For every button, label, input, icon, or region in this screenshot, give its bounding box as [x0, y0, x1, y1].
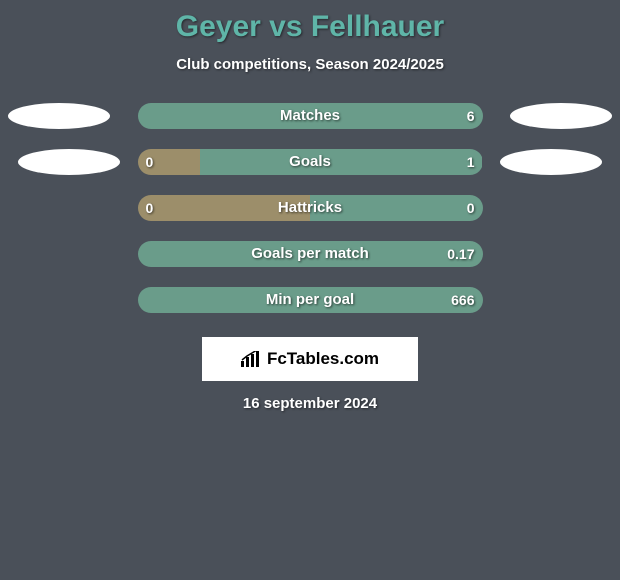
bar-left: [138, 195, 311, 221]
bar-right: [310, 195, 483, 221]
stats-rows-wrapper: Matches6 Goals01 Hattricks00 Goals per matc…: [0, 103, 620, 333]
bar-right: [138, 103, 483, 129]
bar-container: Goals per match0.17: [138, 241, 483, 267]
stat-row: Goals01: [0, 149, 620, 175]
page-title: Geyer vs Fellhauer: [176, 10, 444, 44]
logo-box[interactable]: FcTables.com: [202, 337, 418, 381]
stat-row: Hattricks00: [0, 195, 620, 221]
bar-container: Matches6: [138, 103, 483, 129]
date-text: 16 september 2024: [243, 395, 377, 412]
bar-container: Hattricks00: [138, 195, 483, 221]
bar-right: [200, 149, 483, 175]
stat-row: Matches6: [0, 103, 620, 129]
bar-left: [138, 149, 200, 175]
subtitle: Club competitions, Season 2024/2025: [176, 56, 444, 73]
bar-container: Goals01: [138, 149, 483, 175]
logo-label: FcTables.com: [267, 349, 379, 369]
stat-row: Goals per match0.17: [0, 241, 620, 267]
stat-row: Min per goal666: [0, 287, 620, 313]
bar-right: [138, 241, 483, 267]
logo-text: FcTables.com: [241, 349, 379, 369]
bar-container: Min per goal666: [138, 287, 483, 313]
chart-icon: [241, 351, 261, 367]
bar-right: [138, 287, 483, 313]
comparison-container: Geyer vs Fellhauer Club competitions, Se…: [0, 0, 620, 412]
